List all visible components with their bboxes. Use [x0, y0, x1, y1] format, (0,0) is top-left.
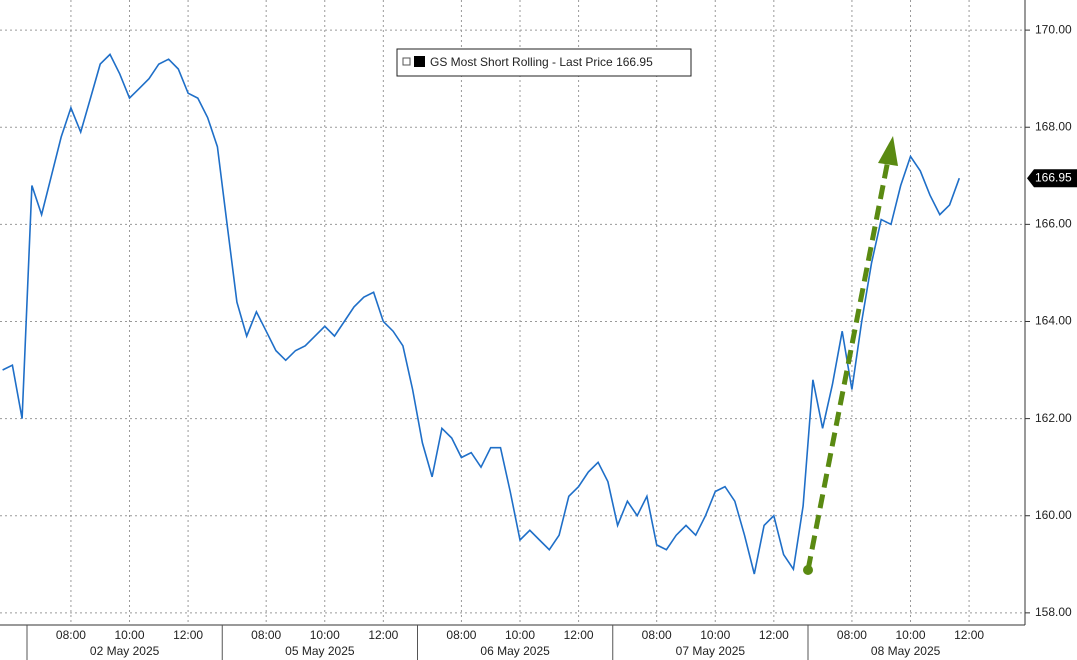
- x-tick-label: 08:00: [251, 628, 281, 642]
- x-tick-label: 10:00: [114, 628, 144, 642]
- x-tick-label: 08:00: [642, 628, 672, 642]
- arrow-head: [878, 136, 898, 166]
- y-tick-label: 166.00: [1035, 217, 1072, 231]
- x-tick-label: 08:00: [837, 628, 867, 642]
- x-tick-label: 08:00: [56, 628, 86, 642]
- x-tick-label: 12:00: [368, 628, 398, 642]
- price-line: [2, 53, 961, 575]
- y-tick-label: 160.00: [1035, 508, 1072, 522]
- x-tick-label: 12:00: [564, 628, 594, 642]
- x-tick-label: 12:00: [759, 628, 789, 642]
- legend-label: GS Most Short Rolling - Last Price 166.9…: [430, 55, 653, 69]
- x-date-label: 08 May 2025: [871, 644, 941, 658]
- x-date-label: 05 May 2025: [285, 644, 355, 658]
- y-tick-label: 170.00: [1035, 22, 1072, 36]
- x-tick-label: 10:00: [700, 628, 730, 642]
- x-date-label: 06 May 2025: [480, 644, 550, 658]
- arrow-shaft: [805, 159, 891, 571]
- last-price-tag: [1027, 169, 1077, 188]
- legend-toggle: [402, 57, 411, 66]
- y-tick-label: 158.00: [1035, 605, 1072, 619]
- trend-arrow: [803, 136, 898, 575]
- line-layer: [2, 53, 961, 575]
- x-tick-label: 12:00: [954, 628, 984, 642]
- x-tick-label: 12:00: [173, 628, 203, 642]
- x-date-label: 02 May 2025: [90, 644, 160, 658]
- axis-layer: 158.00 160.00 162.00 164.00 166.00 168.00 170.…: [26, 22, 1077, 660]
- last-price-label: 166.95: [1035, 170, 1072, 184]
- grid-layer: [0, 0, 1025, 625]
- y-tick-label: 164.00: [1035, 314, 1072, 328]
- y-tick-label: 168.00: [1035, 119, 1072, 133]
- x-date-label: 07 May 2025: [676, 644, 746, 658]
- series-name: GS Most Short Rolling - Last Price: [430, 55, 613, 69]
- x-tick-label: 08:00: [446, 628, 476, 642]
- legend: GS Most Short Rolling - Last Price 166.9…: [396, 48, 692, 77]
- legend-last-price: 166.95: [616, 55, 653, 69]
- arrow-start: [803, 565, 813, 575]
- legend-swatch: [414, 56, 425, 67]
- x-tick-label: 10:00: [895, 628, 925, 642]
- y-tick-label: 162.00: [1035, 411, 1072, 425]
- x-tick-label: 10:00: [310, 628, 340, 642]
- x-tick-label: 10:00: [505, 628, 535, 642]
- legend-box: [396, 48, 692, 77]
